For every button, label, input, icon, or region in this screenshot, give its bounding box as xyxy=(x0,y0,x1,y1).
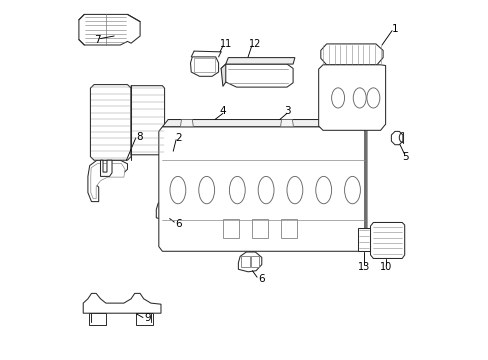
Polygon shape xyxy=(156,199,179,220)
Ellipse shape xyxy=(315,176,331,204)
Polygon shape xyxy=(370,222,404,258)
Text: 10: 10 xyxy=(379,262,391,272)
Ellipse shape xyxy=(258,176,273,204)
Bar xyxy=(89,313,106,325)
Polygon shape xyxy=(79,14,140,45)
Polygon shape xyxy=(221,64,225,86)
Text: 4: 4 xyxy=(219,106,226,116)
Ellipse shape xyxy=(286,176,302,204)
Ellipse shape xyxy=(366,88,379,108)
Polygon shape xyxy=(91,163,125,199)
Bar xyxy=(241,256,249,267)
Text: 2: 2 xyxy=(175,132,182,143)
Polygon shape xyxy=(162,120,366,127)
Bar xyxy=(136,313,153,325)
Bar xyxy=(169,203,177,215)
Polygon shape xyxy=(330,120,343,127)
Text: 8: 8 xyxy=(136,132,142,142)
Polygon shape xyxy=(159,127,365,251)
Bar xyxy=(223,219,239,238)
Polygon shape xyxy=(238,252,261,272)
Polygon shape xyxy=(90,85,131,160)
Polygon shape xyxy=(320,44,382,65)
Polygon shape xyxy=(88,160,127,202)
Ellipse shape xyxy=(199,176,214,204)
Polygon shape xyxy=(318,65,385,130)
Text: 6: 6 xyxy=(258,274,264,284)
Text: 11: 11 xyxy=(219,39,231,49)
Ellipse shape xyxy=(229,176,244,204)
Text: 6: 6 xyxy=(175,219,182,229)
Text: 3: 3 xyxy=(283,106,290,116)
Ellipse shape xyxy=(344,176,360,204)
Ellipse shape xyxy=(352,88,366,108)
Polygon shape xyxy=(190,57,218,76)
Text: 7: 7 xyxy=(94,35,101,45)
Ellipse shape xyxy=(167,153,176,158)
Polygon shape xyxy=(180,120,193,127)
Text: 12: 12 xyxy=(248,39,261,49)
Polygon shape xyxy=(221,64,292,87)
Bar xyxy=(159,203,168,215)
Ellipse shape xyxy=(170,176,185,204)
Polygon shape xyxy=(390,131,402,145)
Polygon shape xyxy=(83,293,161,313)
Polygon shape xyxy=(101,160,112,176)
Polygon shape xyxy=(131,86,164,155)
Bar xyxy=(194,58,215,72)
Polygon shape xyxy=(163,152,179,158)
Polygon shape xyxy=(225,58,294,64)
Bar xyxy=(251,219,267,238)
Bar xyxy=(280,219,296,238)
Text: 13: 13 xyxy=(357,262,369,272)
Text: 9: 9 xyxy=(143,312,150,323)
Text: 5: 5 xyxy=(402,152,408,162)
Polygon shape xyxy=(280,120,293,127)
Bar xyxy=(250,256,258,267)
Text: 1: 1 xyxy=(391,24,398,34)
Ellipse shape xyxy=(331,88,344,108)
Polygon shape xyxy=(365,120,366,247)
Polygon shape xyxy=(357,228,369,251)
